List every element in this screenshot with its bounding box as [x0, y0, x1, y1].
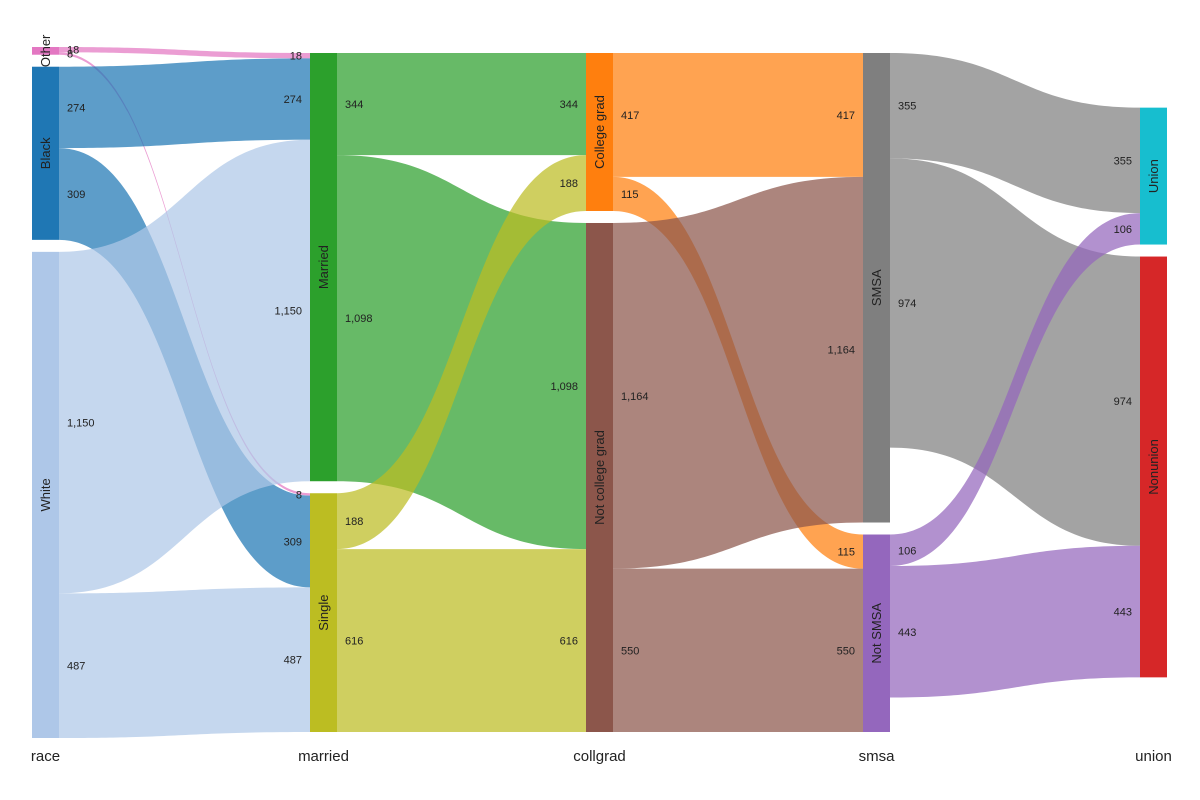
flow-black-to-married — [59, 58, 310, 149]
flow-label-white-to-single-source: 487 — [67, 661, 85, 673]
node-married-single — [310, 493, 337, 732]
flow-label-other-to-single-source: 8 — [67, 49, 73, 61]
flow-label-college-grad-to-not-smsa-source: 115 — [621, 189, 639, 201]
flow-label-not-college-grad-to-not-smsa-target: 550 — [837, 645, 855, 657]
flow-label-single-to-not-college-grad-source: 616 — [345, 636, 363, 648]
flow-smsa-to-union — [890, 53, 1140, 214]
flow-label-white-to-single-target: 487 — [284, 655, 302, 667]
flow-label-not-smsa-to-union-source: 106 — [898, 545, 916, 557]
flow-label-smsa-to-union-source: 355 — [898, 101, 916, 113]
axis-label-collgrad: collgrad — [573, 748, 626, 765]
node-union-nonunion — [1140, 256, 1167, 678]
flow-label-not-smsa-to-union-target: 106 — [1114, 224, 1132, 236]
flow-label-other-to-married-target: 18 — [290, 51, 302, 63]
node-smsa-not-smsa — [863, 534, 890, 732]
node-label-smsa-smsa: SMSA — [869, 269, 884, 306]
nodes-layer — [32, 47, 1167, 738]
axis-label-married: married — [298, 748, 349, 765]
flow-label-single-to-not-college-grad-target: 616 — [560, 636, 578, 648]
flow-label-white-to-married-source: 1,150 — [67, 418, 95, 430]
flow-label-college-grad-to-not-smsa-target: 115 — [837, 547, 855, 559]
node-label-union-nonunion: Nonunion — [1146, 439, 1161, 495]
flow-label-not-smsa-to-nonunion-target: 443 — [1114, 607, 1132, 619]
node-married-married — [310, 53, 337, 482]
flow-not-college-grad-to-smsa — [613, 176, 863, 569]
flow-not-smsa-to-union — [890, 213, 1140, 566]
flow-label-black-to-married-target: 274 — [284, 94, 302, 106]
flow-label-not-college-grad-to-not-smsa-source: 550 — [621, 645, 639, 657]
flow-label-white-to-married-target: 1,150 — [274, 305, 302, 317]
flow-label-not-smsa-to-nonunion-source: 443 — [898, 627, 916, 639]
flow-label-married-to-college-grad-target: 344 — [560, 99, 578, 111]
node-label-race-black: Black — [38, 137, 53, 169]
flow-label-married-to-not-college-grad-source: 1,098 — [345, 313, 373, 325]
node-smsa-smsa — [863, 53, 890, 523]
axis-label-smsa: smsa — [859, 748, 895, 765]
flow-white-to-single — [59, 587, 310, 738]
flow-single-to-college-grad — [337, 155, 586, 550]
flow-label-black-to-married-source: 274 — [67, 102, 85, 114]
flow-label-smsa-to-nonunion-target: 974 — [1114, 396, 1132, 408]
node-label-race-other: Other — [38, 34, 53, 67]
axis-label-race: race — [31, 748, 60, 765]
node-label-collgrad-not-college-grad: Not college grad — [592, 430, 607, 525]
flow-label-black-to-single-source: 309 — [67, 189, 85, 201]
node-union-union — [1140, 107, 1167, 245]
flow-not-smsa-to-nonunion — [890, 545, 1140, 698]
flow-white-to-married — [59, 139, 310, 594]
flow-label-not-college-grad-to-smsa-source: 1,164 — [621, 391, 649, 403]
flow-single-to-not-college-grad — [337, 549, 586, 732]
flow-label-college-grad-to-smsa-source: 417 — [621, 110, 639, 122]
links-layer — [59, 47, 1140, 738]
axis-label-union: union — [1135, 748, 1172, 765]
flow-label-not-college-grad-to-smsa-target: 1,164 — [827, 345, 855, 357]
node-label-married-married: Married — [316, 245, 331, 289]
node-label-married-single: Single — [316, 595, 331, 631]
flow-label-smsa-to-union-target: 355 — [1114, 155, 1132, 167]
node-race-other — [32, 47, 59, 55]
flow-label-black-to-single-target: 309 — [284, 536, 302, 548]
flow-label-other-to-married-source: 18 — [67, 45, 79, 57]
flow-label-married-to-college-grad-source: 344 — [345, 99, 363, 111]
node-label-smsa-not-smsa: Not SMSA — [869, 603, 884, 664]
flow-smsa-to-nonunion — [890, 158, 1140, 546]
node-collgrad-college-grad — [586, 53, 613, 211]
flow-label-single-to-college-grad-source: 188 — [345, 516, 363, 528]
node-collgrad-not-college-grad — [586, 222, 613, 732]
node-labels-layer: Other Black White Married Single College grad… — [38, 34, 1161, 664]
node-race-white — [32, 251, 59, 738]
flow-college-grad-to-smsa — [613, 53, 863, 177]
flow-married-to-college-grad — [337, 53, 586, 156]
flow-other-to-married — [59, 47, 310, 59]
node-label-union-union: Union — [1146, 159, 1161, 193]
node-race-black — [32, 66, 59, 240]
axis-labels-layer: race married collgrad smsa union — [31, 748, 1172, 765]
flow-not-college-grad-to-not-smsa — [613, 568, 863, 732]
flow-label-college-grad-to-smsa-target: 417 — [837, 110, 855, 122]
flow-label-smsa-to-nonunion-source: 974 — [898, 298, 916, 310]
flow-label-other-to-single-target: 8 — [296, 489, 302, 501]
flow-label-married-to-not-college-grad-target: 1,098 — [550, 381, 578, 393]
flow-label-single-to-college-grad-target: 188 — [560, 178, 578, 190]
node-label-collgrad-college-grad: College grad — [592, 95, 607, 169]
node-label-race-white: White — [38, 478, 53, 511]
